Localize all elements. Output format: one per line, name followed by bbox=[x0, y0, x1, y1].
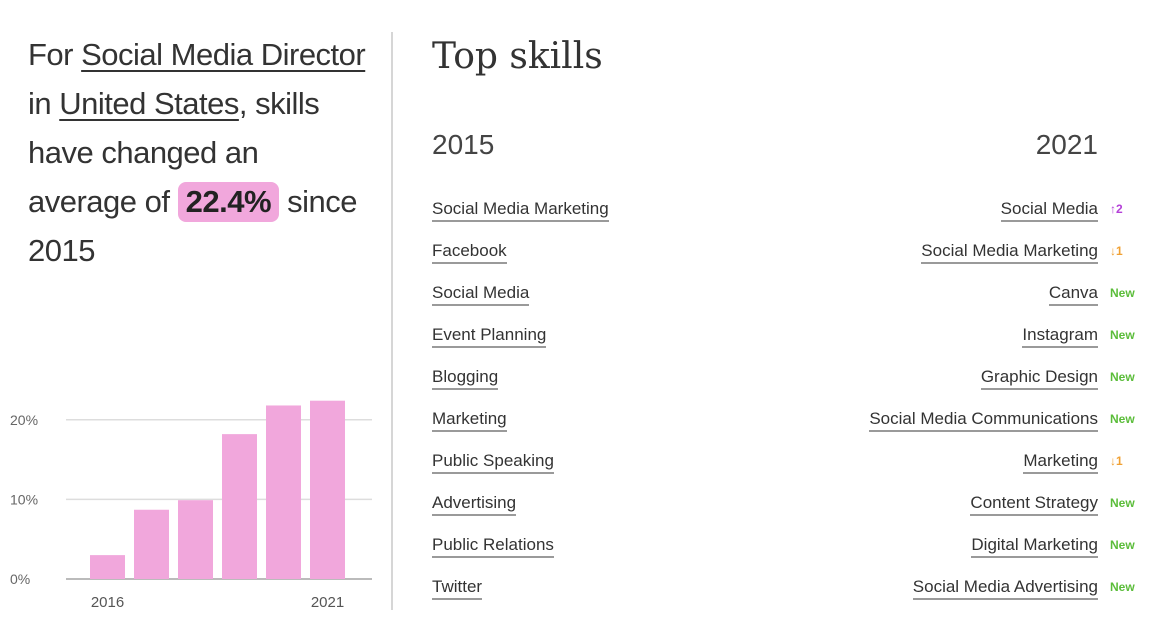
skill-2015-link[interactable]: Facebook bbox=[432, 241, 507, 264]
skill-2021-link[interactable]: Social Media Advertising bbox=[912, 577, 1098, 600]
location-link[interactable]: United States bbox=[59, 86, 239, 121]
skill-2015-link[interactable]: Advertising bbox=[432, 493, 517, 516]
bar bbox=[266, 405, 301, 579]
change-value-badge: 22.4% bbox=[177, 182, 280, 222]
rank-change-indicator: New bbox=[1110, 538, 1135, 552]
rank-change-indicator: New bbox=[1110, 580, 1135, 594]
bar bbox=[310, 400, 345, 579]
skill-row: Public Relations Digital Marketing New bbox=[432, 535, 1142, 577]
skill-row: Blogging Graphic Design New bbox=[432, 367, 1142, 409]
top-skills-title: Top skills bbox=[432, 36, 603, 77]
divider bbox=[391, 32, 393, 610]
headline-line5: 2015 bbox=[28, 233, 95, 268]
headline: For Social Media Director in United Stat… bbox=[28, 30, 388, 275]
skill-2021-link[interactable]: Digital Marketing bbox=[971, 535, 1098, 558]
skill-2021-link[interactable]: Graphic Design bbox=[980, 367, 1098, 390]
bar bbox=[134, 509, 169, 579]
y-tick-label: 0% bbox=[10, 571, 30, 587]
skills-list: Social Media Marketing Social Media ↑2 Face… bbox=[432, 199, 1142, 619]
y-tick-label: 20% bbox=[10, 412, 38, 428]
skill-row: Marketing Social Media Communications New bbox=[432, 409, 1142, 451]
skill-2015-link[interactable]: Social Media Marketing bbox=[432, 199, 609, 222]
bar bbox=[90, 555, 125, 579]
x-tick-label: 2016 bbox=[91, 594, 124, 611]
skill-row: Event Planning Instagram New bbox=[432, 325, 1142, 367]
rank-change-indicator: New bbox=[1110, 412, 1135, 426]
skill-row: Advertising Content Strategy New bbox=[432, 493, 1142, 535]
year-2015-header: 2015 bbox=[432, 129, 495, 160]
skill-row: Social Media Canva New bbox=[432, 283, 1142, 325]
top-skills-panel: Top skills 2015 2021 Social Media Market… bbox=[432, 30, 1142, 619]
skill-2021-link[interactable]: Content Strategy bbox=[970, 493, 1098, 516]
x-tick-label: 2021 bbox=[311, 594, 344, 611]
skill-2015-link[interactable]: Twitter bbox=[432, 577, 483, 600]
y-tick-label: 10% bbox=[10, 491, 38, 507]
bar bbox=[222, 434, 257, 579]
skill-2021-link[interactable]: Social Media Marketing bbox=[921, 241, 1098, 264]
headline-line4-prefix: average of bbox=[28, 184, 178, 219]
headline-line3: have changed an bbox=[28, 135, 259, 170]
skill-2015-link[interactable]: Blogging bbox=[432, 367, 499, 390]
skill-2021-link[interactable]: Instagram bbox=[1022, 325, 1098, 348]
headline-line2-prefix: in bbox=[28, 86, 60, 121]
headline-prefix: For bbox=[28, 37, 82, 72]
skill-row: Public Speaking Marketing ↓1 bbox=[432, 451, 1142, 493]
headline-line2-suffix: , skills bbox=[238, 86, 320, 121]
year-2021-header: 2021 bbox=[1035, 129, 1098, 160]
skill-2021-link[interactable]: Social Media bbox=[1000, 199, 1098, 222]
rank-change-indicator: New bbox=[1110, 328, 1135, 342]
rank-change-indicator: ↓1 bbox=[1110, 244, 1123, 258]
skill-2015-link[interactable]: Event Planning bbox=[432, 325, 547, 348]
skill-2015-link[interactable]: Public Speaking bbox=[432, 451, 554, 474]
skill-2015-link[interactable]: Social Media bbox=[432, 283, 530, 306]
summary-panel: For Social Media Director in United Stat… bbox=[28, 30, 388, 275]
skill-2021-link[interactable]: Marketing bbox=[1023, 451, 1098, 474]
skill-change-bar-chart: 0% 10% 20% 2016 2021 bbox=[10, 400, 372, 611]
skill-2015-link[interactable]: Public Relations bbox=[432, 535, 554, 558]
year-headers: 2015 2021 bbox=[432, 129, 1142, 169]
skill-2021-link[interactable]: Social Media Communications bbox=[869, 409, 1098, 432]
skill-row: Facebook Social Media Marketing ↓1 bbox=[432, 241, 1142, 283]
skill-2015-link[interactable]: Marketing bbox=[432, 409, 507, 432]
skill-row: Social Media Marketing Social Media ↑2 bbox=[432, 199, 1142, 241]
skill-2021-link[interactable]: Canva bbox=[1048, 283, 1098, 306]
rank-change-indicator: New bbox=[1110, 496, 1135, 510]
rank-change-indicator: New bbox=[1110, 286, 1135, 300]
bar bbox=[178, 500, 213, 579]
rank-change-indicator: New bbox=[1110, 370, 1135, 384]
headline-line4-suffix: since bbox=[279, 184, 357, 219]
skill-row: Twitter Social Media Advertising New bbox=[432, 577, 1142, 619]
role-link[interactable]: Social Media Director bbox=[81, 37, 366, 72]
rank-change-indicator: ↓1 bbox=[1110, 454, 1123, 468]
rank-change-indicator: ↑2 bbox=[1110, 202, 1123, 216]
